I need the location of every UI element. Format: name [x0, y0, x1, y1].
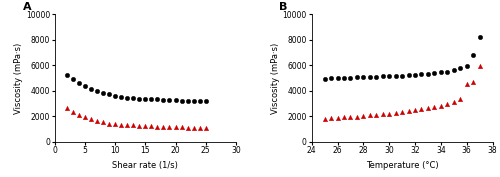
X-axis label: Temperature (°C): Temperature (°C)	[366, 161, 438, 170]
Y-axis label: Viscosity (mPa·s): Viscosity (mPa·s)	[14, 42, 23, 113]
Text: B: B	[279, 2, 287, 12]
Text: A: A	[22, 2, 31, 12]
X-axis label: Shear rate (1/s): Shear rate (1/s)	[112, 161, 178, 170]
Y-axis label: Viscosity (mPa·s): Viscosity (mPa·s)	[271, 42, 280, 113]
